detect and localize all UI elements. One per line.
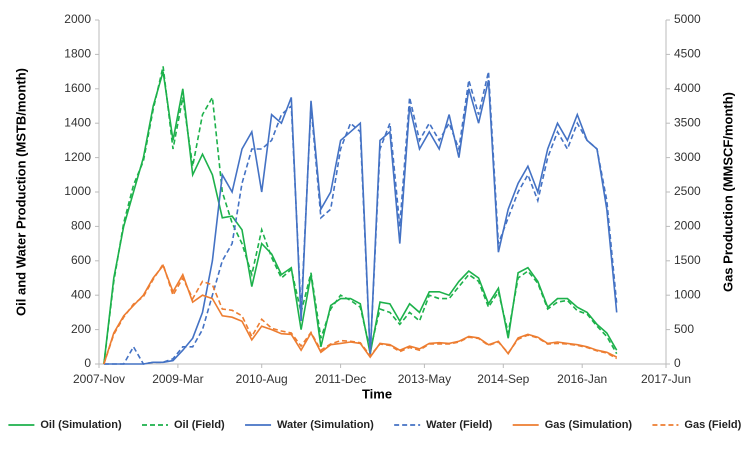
y-tick-label: 1600 [64, 81, 91, 95]
x-tick-label: 2010-Aug [236, 372, 288, 386]
series-line [103, 264, 618, 365]
series-line [103, 262, 618, 365]
y2-axis-title: Gas Production (MMSCF/month) [720, 92, 735, 292]
y2-tick-label: 3500 [674, 115, 701, 129]
x-tick-label: 2007-Nov [73, 372, 125, 386]
y-tick-label: 600 [71, 253, 91, 267]
legend-label: Water (Simulation) [277, 419, 374, 431]
y2-tick-label: 500 [674, 322, 694, 336]
legend-label: Water (Field) [426, 419, 493, 431]
y-tick-label: 200 [71, 322, 91, 336]
y-tick-label: 2000 [64, 12, 91, 26]
legend-label: Oil (Field) [174, 419, 225, 431]
y2-tick-label: 2500 [674, 184, 701, 198]
x-tick-label: 2014-Sep [477, 372, 529, 386]
series-line [103, 71, 618, 365]
y2-tick-label: 4000 [674, 81, 701, 95]
series-line [103, 66, 618, 365]
legend-label: Oil (Simulation) [40, 419, 122, 431]
y-tick-label: 1800 [64, 47, 91, 61]
x-tick-label: 2017-Jun [641, 372, 691, 386]
y2-tick-label: 1000 [674, 287, 701, 301]
y-tick-label: 1000 [64, 184, 91, 198]
x-tick-label: 2011-Dec [315, 372, 366, 386]
series-line [103, 80, 618, 365]
y-tick-label: 0 [84, 356, 91, 370]
y2-tick-label: 3000 [674, 150, 701, 164]
x-tick-label: 2016-Jan [557, 372, 607, 386]
x-axis-title: Time [362, 386, 392, 401]
y-tick-label: 1200 [64, 150, 91, 164]
y-tick-label: 800 [71, 219, 91, 233]
y2-tick-label: 2000 [674, 219, 701, 233]
legend-label: Gas (Simulation) [545, 419, 633, 431]
y2-tick-label: 1500 [674, 253, 701, 267]
legend-label: Gas (Field) [684, 419, 741, 431]
series-line [103, 71, 618, 365]
y2-tick-label: 0 [674, 356, 681, 370]
y-tick-label: 400 [71, 287, 91, 301]
y-tick-label: 1400 [64, 115, 91, 129]
x-tick-label: 2009-Mar [152, 372, 203, 386]
y2-tick-label: 4500 [674, 47, 701, 61]
y2-tick-label: 5000 [674, 12, 701, 26]
y-axis-title: Oil and Water Production (MSTB/month) [13, 68, 28, 316]
x-tick-label: 2013-May [398, 372, 451, 386]
